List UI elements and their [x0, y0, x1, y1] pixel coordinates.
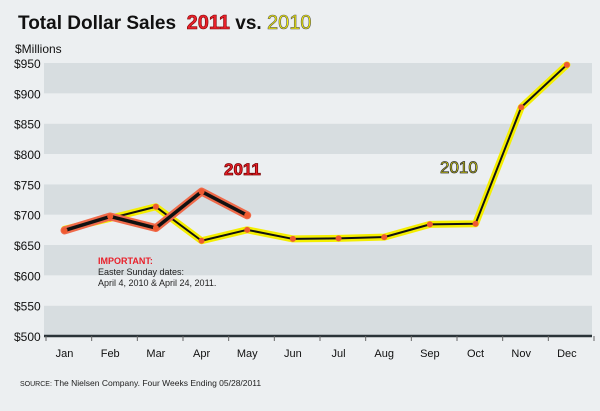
- x-tick-label: Apr: [193, 348, 210, 360]
- data-point-2010: [426, 221, 433, 228]
- series-2010-line: [64, 64, 568, 242]
- x-tick-label: Aug: [374, 348, 394, 360]
- chart-title: Total Dollar Sales 2011 vs. 2010: [18, 12, 312, 35]
- x-tick-label: Mar: [146, 348, 165, 360]
- data-point-2010: [289, 235, 296, 242]
- title-text: Total Dollar Sales: [18, 13, 177, 34]
- easter-annotation: IMPORTANT: Easter Sunday dates: April 4,…: [98, 256, 216, 289]
- title-2011: 2011: [186, 12, 230, 35]
- data-point-2011: [107, 213, 114, 220]
- grid-band: [44, 154, 592, 185]
- data-point-2010: [563, 61, 570, 68]
- x-tick-label: Dec: [557, 348, 577, 360]
- source-note: SOURCE: The Nielsen Company. Four Weeks …: [20, 378, 261, 388]
- data-point-2010: [244, 226, 251, 233]
- annotation-line2: April 4, 2010 & April 24, 2011.: [98, 278, 217, 288]
- x-tick-label: Jun: [284, 348, 302, 360]
- title-vs: vs.: [235, 13, 262, 34]
- y-tick-label: $550: [14, 300, 41, 314]
- grid-band: [44, 63, 592, 94]
- data-point-2010: [335, 235, 342, 242]
- data-point-2011: [152, 225, 159, 232]
- grid-band: [44, 275, 592, 306]
- data-point-2010: [152, 203, 159, 210]
- x-tick-label: Nov: [511, 348, 531, 360]
- y-axis-label: $Millions: [15, 42, 62, 56]
- y-tick-label: $750: [14, 178, 41, 192]
- source-text: The Nielsen Company. Four Weeks Ending 0…: [54, 378, 262, 388]
- data-point-2010: [518, 104, 525, 111]
- annotation-line1: Easter Sunday dates:: [98, 267, 185, 277]
- grid-band: [44, 245, 592, 276]
- grid-band: [44, 184, 592, 215]
- annotation-heading: IMPORTANT:: [98, 256, 153, 266]
- x-tick-label: Oct: [467, 348, 484, 360]
- y-tick-label: $500: [14, 330, 41, 344]
- data-point-2011: [61, 227, 68, 234]
- source-label: SOURCE:: [20, 381, 52, 388]
- y-tick-label: $900: [14, 87, 41, 101]
- x-tick-label: Jan: [56, 348, 74, 360]
- grid-band: [44, 305, 592, 336]
- data-point-2010: [472, 220, 479, 227]
- grid-band: [44, 93, 592, 124]
- y-tick-label: $700: [14, 209, 41, 223]
- data-point-2011: [198, 188, 205, 195]
- data-point-2011: [244, 212, 251, 219]
- grid-band: [44, 123, 592, 154]
- series-label-2011: 2011: [224, 160, 262, 180]
- x-tick-label: Feb: [101, 348, 120, 360]
- series-label-2010: 2010: [440, 158, 479, 178]
- x-tick-label: May: [237, 348, 258, 360]
- y-tick-label: $650: [14, 239, 41, 253]
- y-tick-label: $950: [14, 57, 41, 71]
- y-tick-label: $850: [14, 118, 41, 132]
- data-point-2010: [198, 237, 205, 244]
- x-tick-label: Jul: [332, 348, 346, 360]
- data-point-2010: [381, 234, 388, 241]
- y-tick-label: $600: [14, 269, 41, 283]
- x-tick-label: Sep: [420, 348, 440, 360]
- y-tick-label: $800: [14, 148, 41, 162]
- title-2010: 2010: [266, 12, 312, 35]
